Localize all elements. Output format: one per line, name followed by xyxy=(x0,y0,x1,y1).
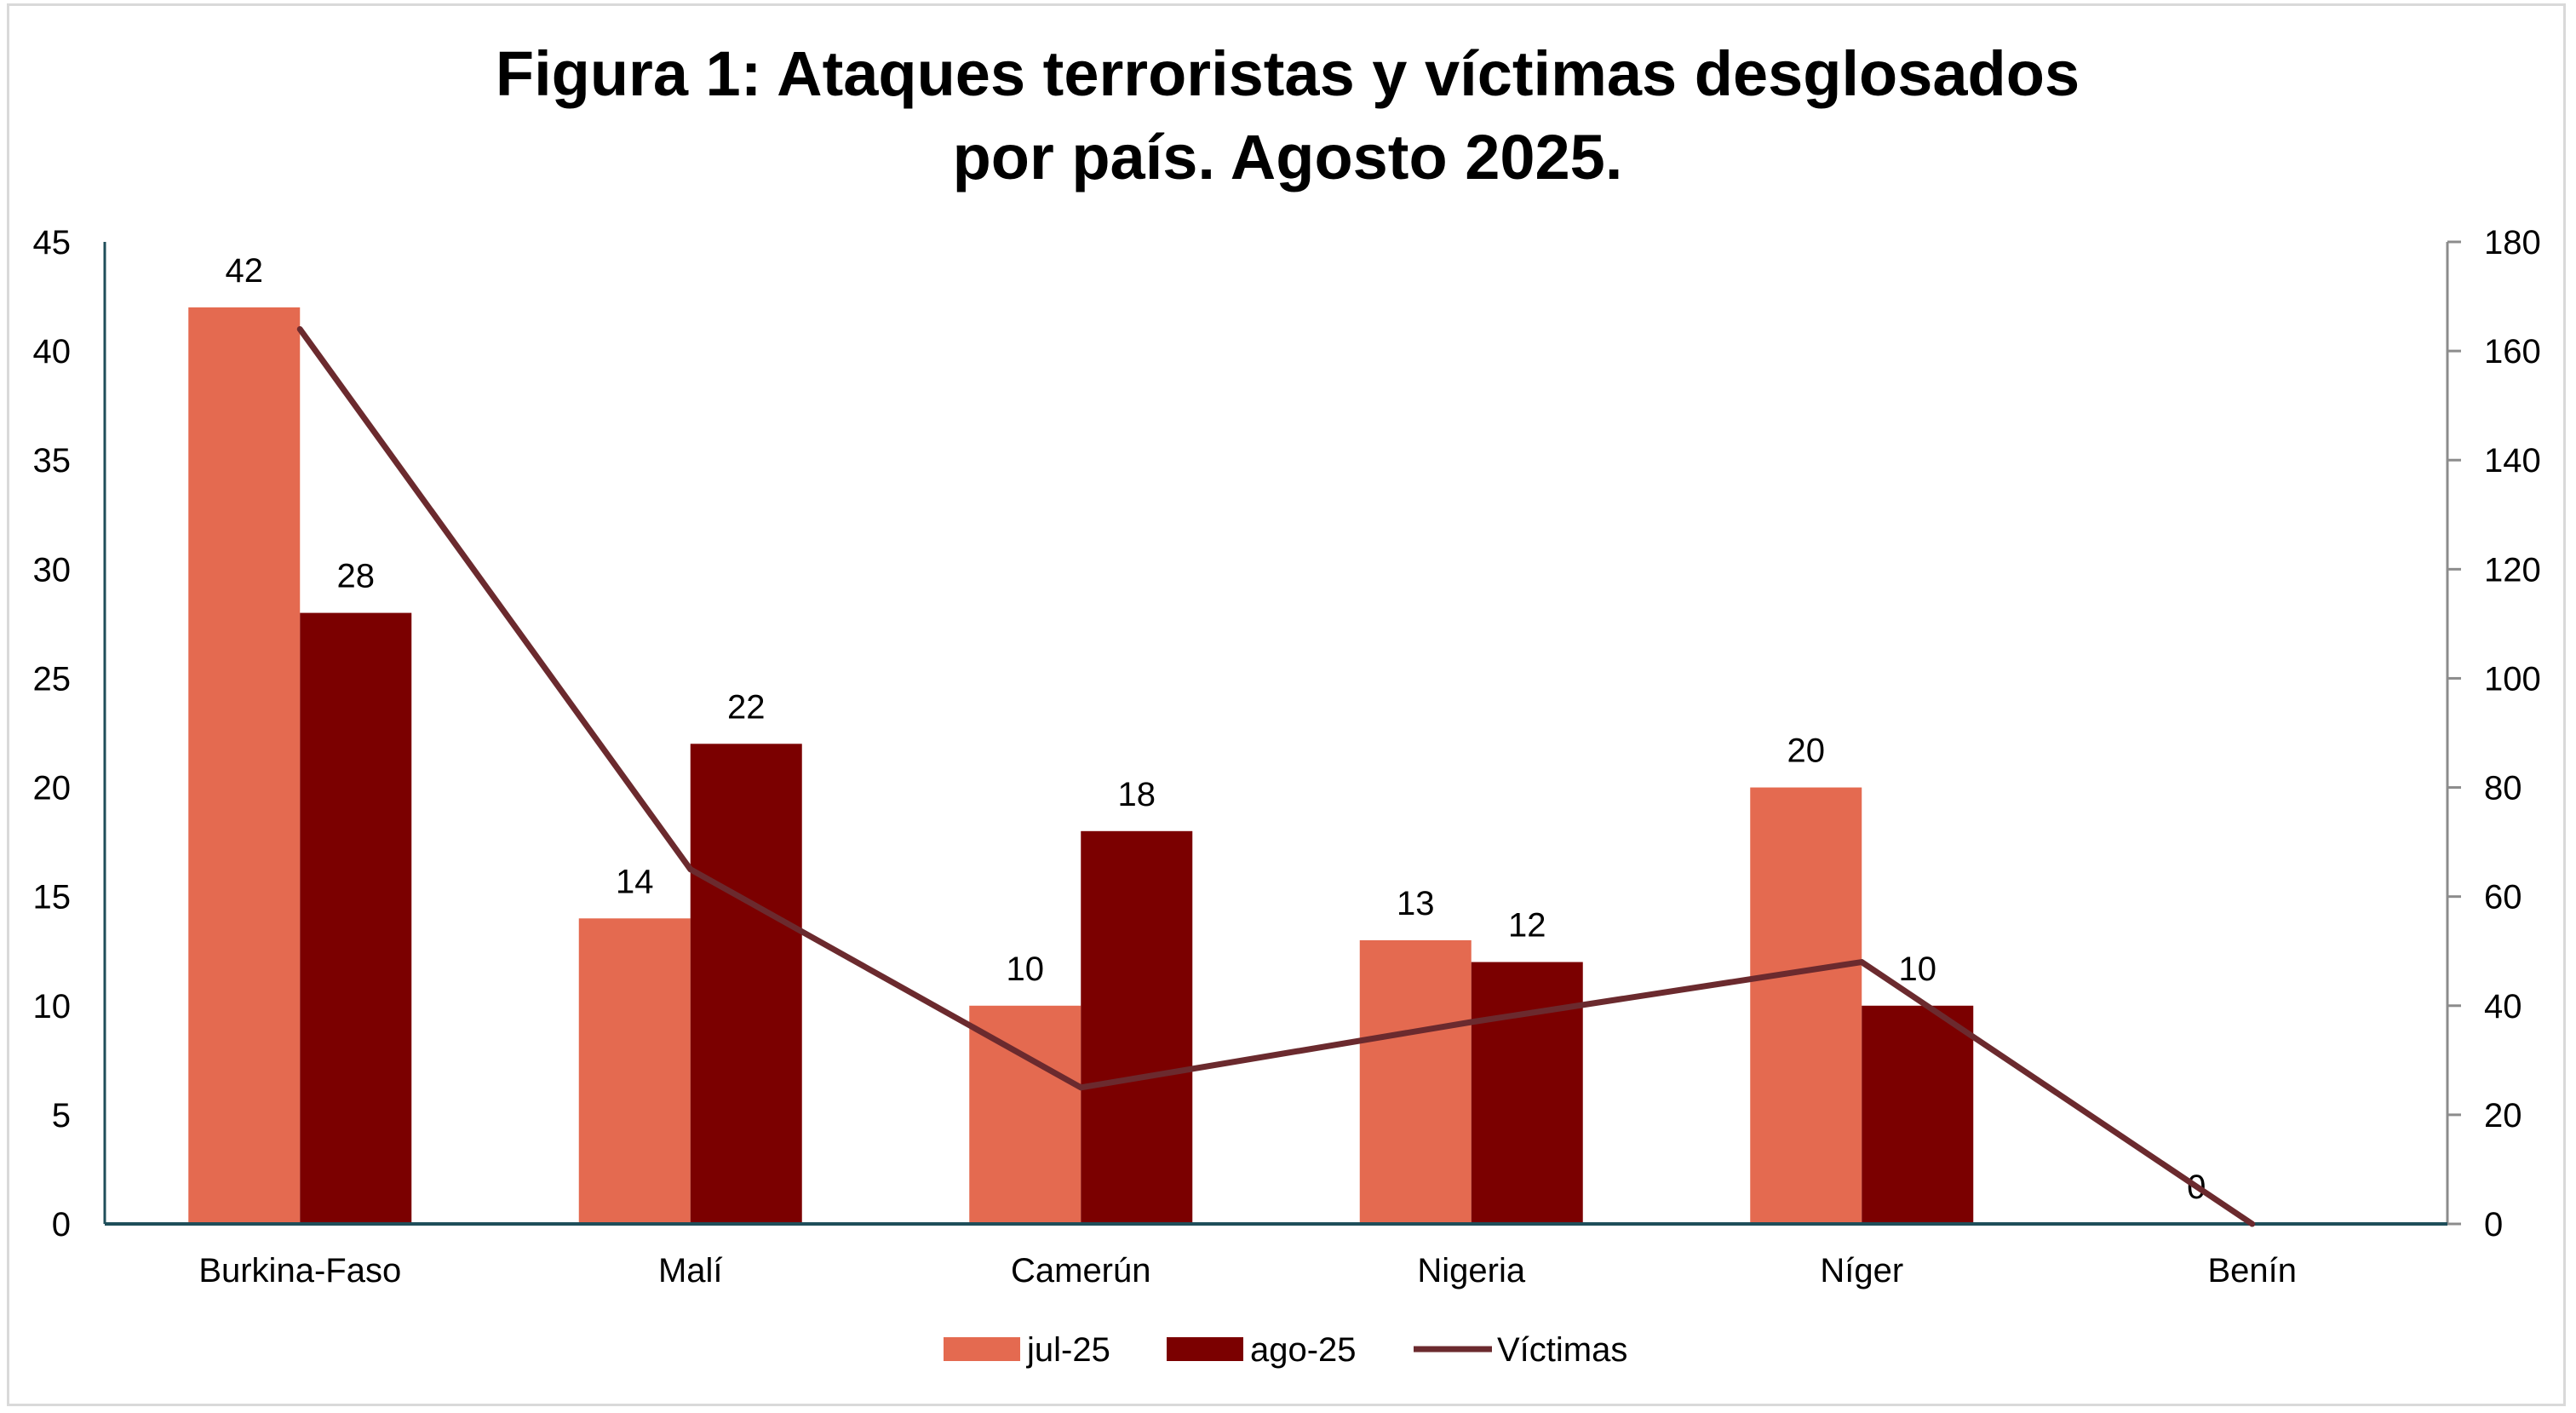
data-label: 20 xyxy=(1787,732,1826,770)
data-label: 42 xyxy=(226,252,264,290)
left-tick-label: 15 xyxy=(33,879,72,916)
right-tick-label: 120 xyxy=(2484,551,2541,589)
category-label: Malí xyxy=(658,1252,723,1290)
bar-jul-25 xyxy=(1359,939,1472,1224)
data-label: 22 xyxy=(727,688,766,726)
line-victimas xyxy=(296,325,2256,1227)
legend-label: jul-25 xyxy=(1026,1331,1110,1369)
legend-swatch xyxy=(1167,1337,1243,1361)
right-tick-label: 60 xyxy=(2484,879,2522,916)
left-tick-label: 25 xyxy=(33,660,72,698)
data-label: 12 xyxy=(1508,907,1546,945)
left-tick-label: 30 xyxy=(33,551,72,589)
data-label: 10 xyxy=(1899,951,1937,988)
category-label: Burkina-Faso xyxy=(198,1252,401,1290)
category-label: Níger xyxy=(1820,1252,1903,1290)
left-tick-label: 20 xyxy=(33,770,72,807)
legend-label: ago-25 xyxy=(1250,1331,1357,1369)
chart-frame xyxy=(7,3,2566,1406)
right-tick-label: 80 xyxy=(2484,770,2522,807)
legend-swatch xyxy=(944,1337,1020,1361)
legend-label: Víctimas xyxy=(1497,1331,1627,1369)
bar-ago-25 xyxy=(1471,962,1583,1224)
category-label: Benín xyxy=(2207,1252,2297,1290)
data-label: 14 xyxy=(616,863,654,900)
bar-jul-25 xyxy=(578,918,691,1224)
bar-ago-25 xyxy=(1862,1005,1974,1224)
right-tick-label: 180 xyxy=(2484,224,2541,261)
category-label: Camerún xyxy=(1011,1252,1151,1290)
bar-ago-25 xyxy=(690,744,802,1224)
left-tick-label: 45 xyxy=(33,224,72,261)
data-label: 10 xyxy=(1007,951,1045,988)
chart-title-line-1: Figura 1: Ataques terroristas y víctimas… xyxy=(496,38,2080,109)
data-label: 18 xyxy=(1118,776,1156,813)
right-tick-label: 140 xyxy=(2484,442,2541,480)
chart-title-line-2: por país. Agosto 2025. xyxy=(953,122,1623,192)
left-tick-label: 40 xyxy=(33,333,72,370)
bar-ago-25 xyxy=(300,612,412,1224)
left-tick-label: 0 xyxy=(52,1206,71,1244)
right-tick-label: 100 xyxy=(2484,660,2541,698)
bar-ago-25 xyxy=(1081,830,1193,1224)
data-label: 28 xyxy=(337,558,376,595)
bar-jul-25 xyxy=(188,307,301,1224)
right-tick-label: 0 xyxy=(2484,1206,2503,1244)
left-tick-label: 35 xyxy=(33,442,72,480)
data-label: 13 xyxy=(1397,885,1435,922)
right-tick-label: 160 xyxy=(2484,333,2541,370)
right-tick-label: 40 xyxy=(2484,988,2522,1025)
category-label: Nigeria xyxy=(1417,1252,1525,1290)
bar-jul-25 xyxy=(1750,787,1862,1224)
right-tick-label: 20 xyxy=(2484,1097,2522,1134)
left-tick-label: 10 xyxy=(33,988,72,1025)
bar-jul-25 xyxy=(969,1005,1081,1224)
left-tick-label: 5 xyxy=(52,1097,71,1134)
